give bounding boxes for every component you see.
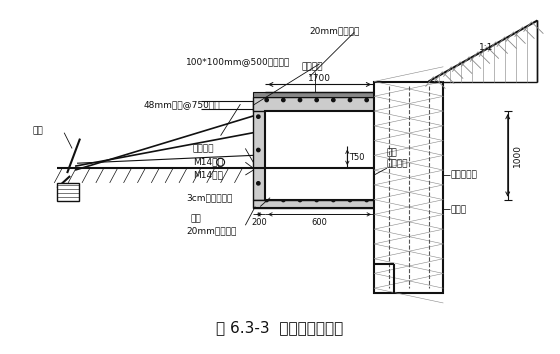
Text: 图 6.3-3  圈梁施工示意图: 图 6.3-3 圈梁施工示意图 [216,320,344,335]
Text: T50: T50 [349,153,365,162]
Text: 焊接: 焊接 [387,148,398,157]
Text: 48mm钢管@750支撑: 48mm钢管@750支撑 [143,100,220,109]
Text: 1700: 1700 [308,74,331,83]
Bar [57,183,79,201]
Bar [253,97,374,111]
Text: 1:1: 1:1 [479,42,493,52]
Text: 1000: 1000 [512,144,522,167]
Text: M14螺帽: M14螺帽 [193,158,223,167]
Text: 200: 200 [251,218,267,227]
Bar [265,111,374,200]
Text: 地锚: 地锚 [32,126,43,135]
Text: 底模: 底模 [191,215,202,224]
Text: 山型扣件: 山型扣件 [193,144,214,153]
Text: 梁底标高: 梁底标高 [387,160,408,169]
Circle shape [217,158,225,166]
Text: 100*100mm@500方木支撑: 100*100mm@500方木支撑 [186,57,290,66]
Text: 临时支撑: 临时支撑 [302,62,323,71]
Text: 20mm厚竹胶板: 20mm厚竹胶板 [310,26,360,35]
Bar [253,200,374,207]
Bar [253,92,374,97]
Text: 3cm砂浆找平层: 3cm砂浆找平层 [186,193,232,202]
Bar [253,101,265,200]
Text: 20mm厚竹胶板: 20mm厚竹胶板 [186,227,236,236]
Text: M14螺杆: M14螺杆 [193,171,223,179]
Text: 600: 600 [312,218,328,227]
Bar [374,81,444,293]
Text: 钻孔桩: 钻孔桩 [450,205,466,214]
Text: 钻孔桩主筋: 钻孔桩主筋 [450,171,477,179]
